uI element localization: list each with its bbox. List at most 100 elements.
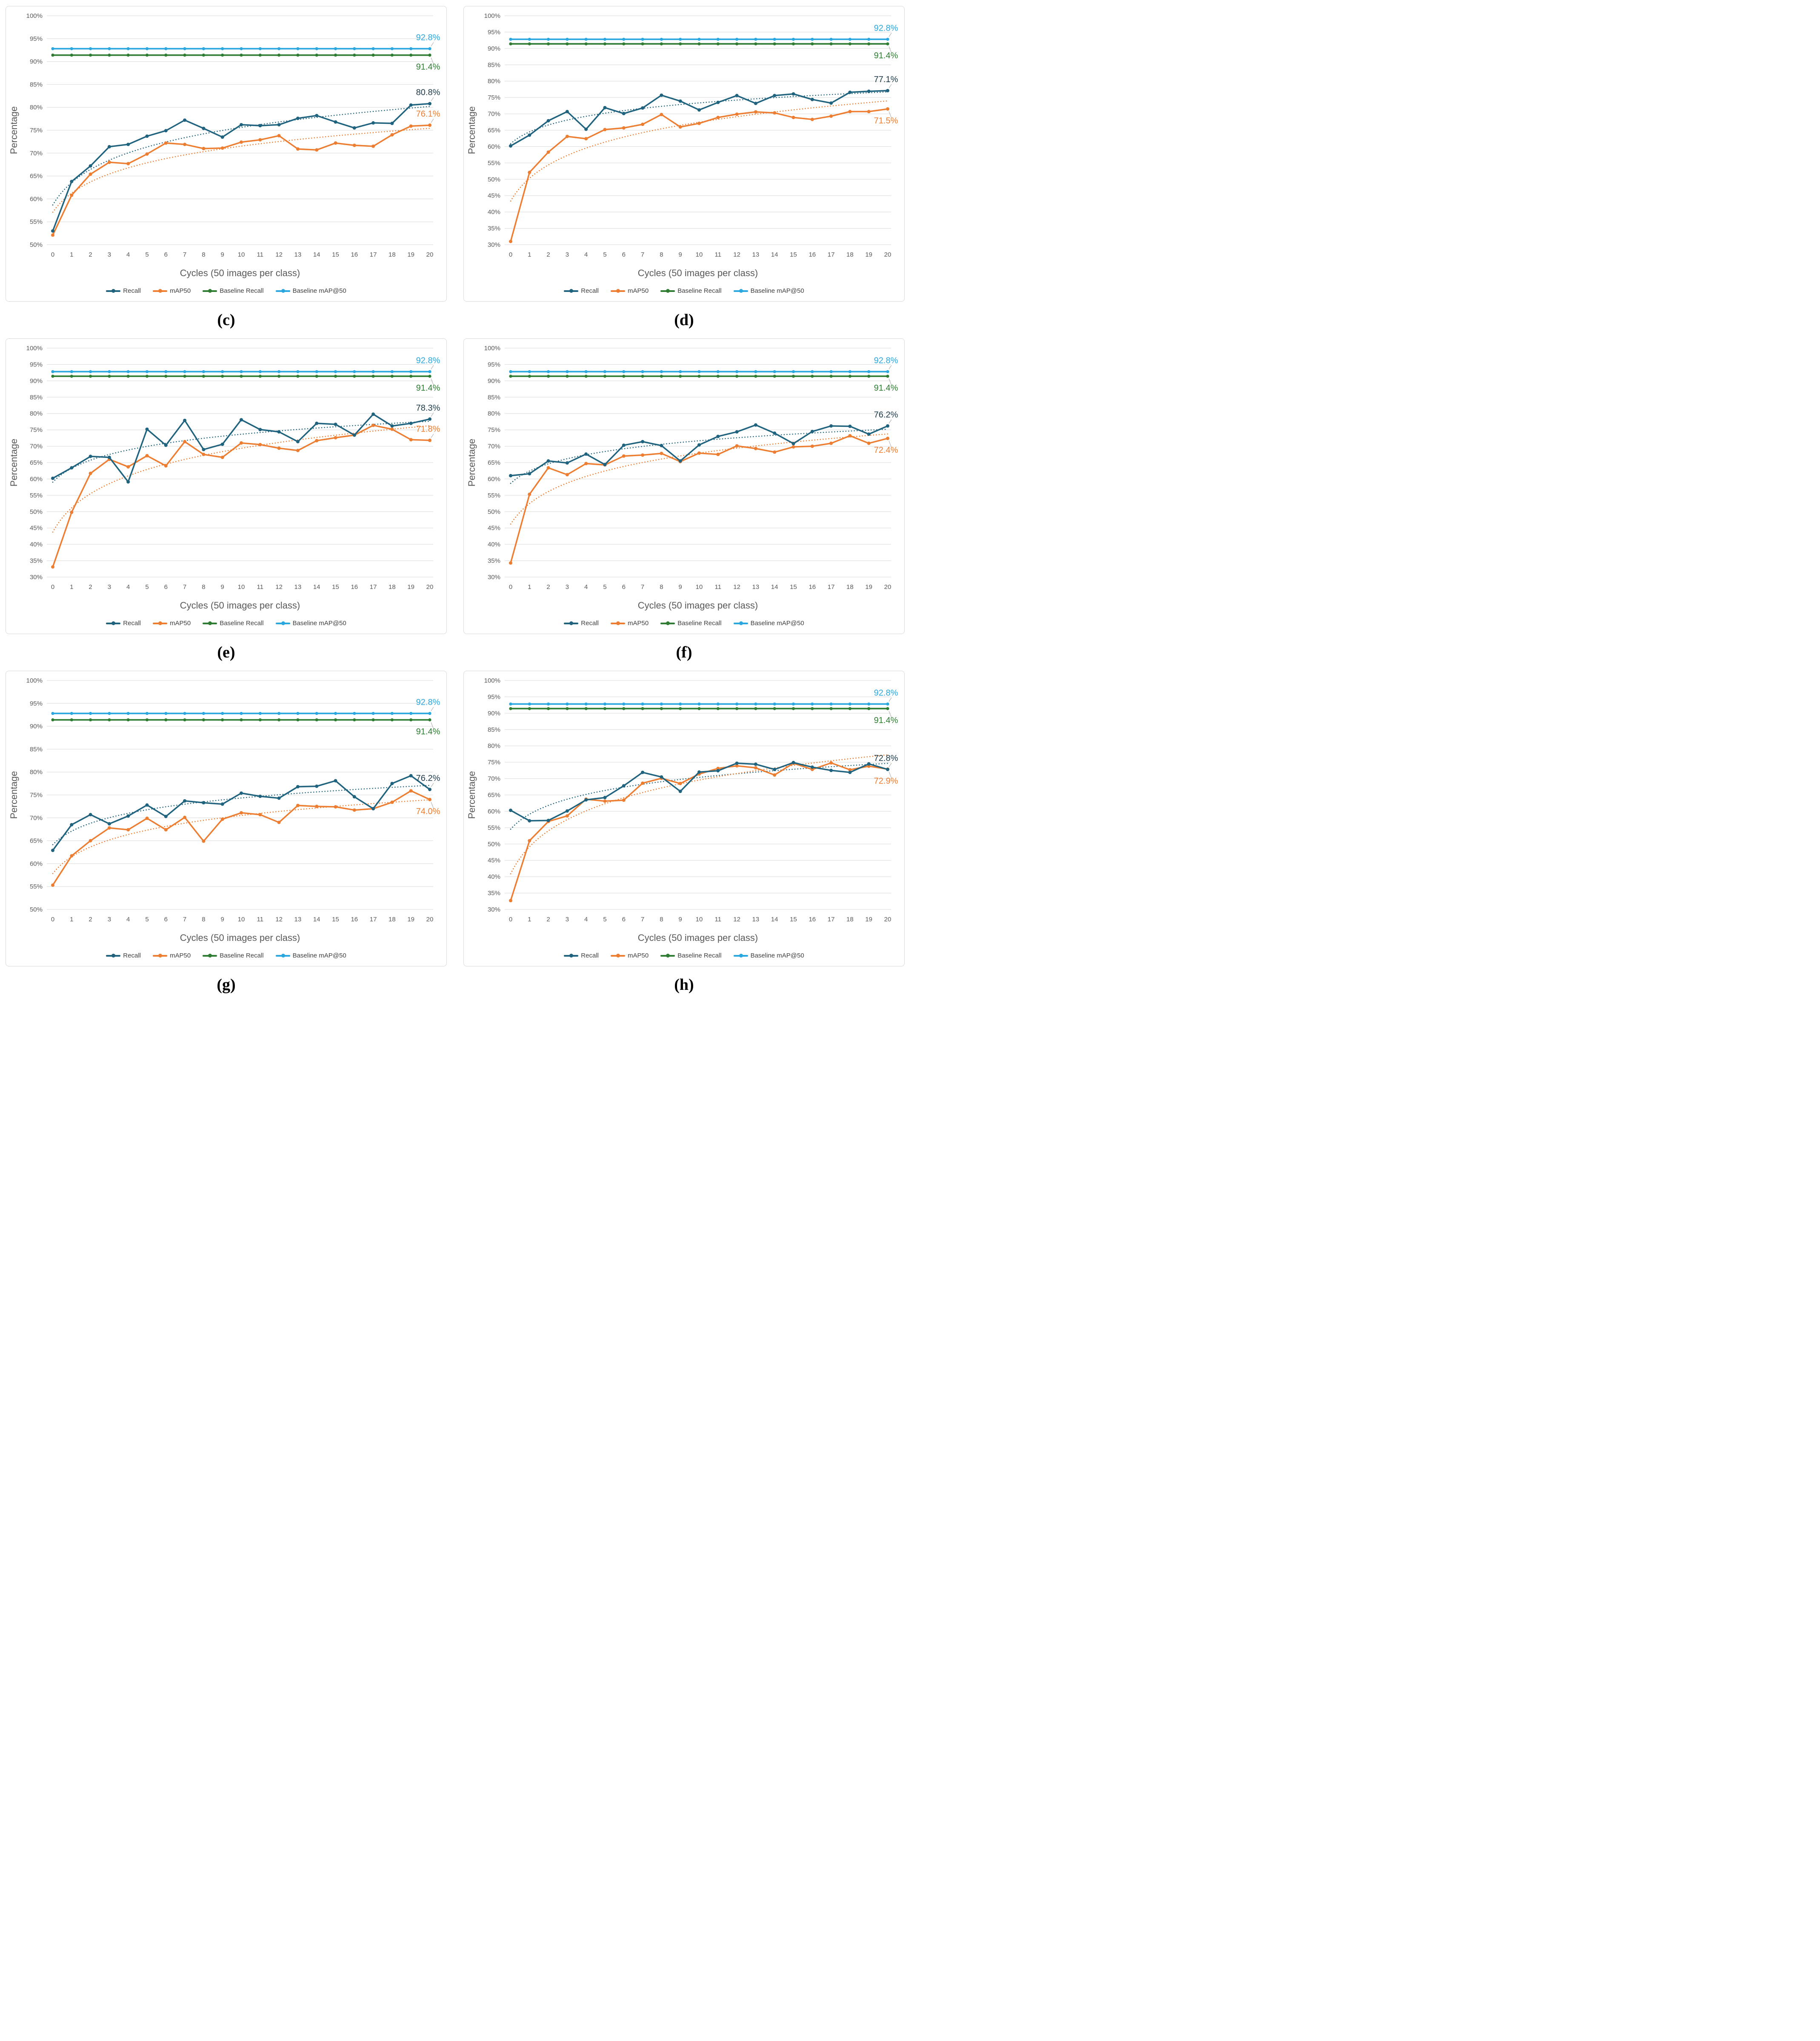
legend-item-recall: Recall bbox=[564, 620, 599, 627]
svg-text:8: 8 bbox=[660, 916, 663, 923]
gridlines bbox=[505, 680, 891, 910]
svg-text:55%: 55% bbox=[30, 218, 43, 226]
svg-text:80%: 80% bbox=[30, 104, 43, 111]
svg-text:92.8%: 92.8% bbox=[416, 356, 440, 365]
svg-text:35%: 35% bbox=[488, 225, 500, 232]
svg-text:90%: 90% bbox=[488, 710, 500, 717]
svg-text:5: 5 bbox=[145, 916, 149, 923]
svg-text:12: 12 bbox=[733, 916, 740, 923]
svg-text:91.4%: 91.4% bbox=[874, 51, 898, 60]
baseline-map50-line bbox=[509, 702, 889, 706]
line-chart-e: 30% 35% 40% 45% 50% 55% 60% 65% 70% 75% 80% 85% 90% 9… bbox=[9, 345, 440, 611]
line-chart-c: 50%55%60%65%70%75%80%85%90%95%100%0 1 2 3 4 5… bbox=[9, 12, 440, 278]
legend: Recall mAP50 Baseline Recall Baseline mA… bbox=[6, 287, 446, 301]
x-axis-title: Cycles (50 images per class) bbox=[180, 268, 300, 278]
baseline-recall-line bbox=[509, 42, 889, 46]
recall-marker-icon bbox=[564, 621, 579, 625]
x-axis-title: Cycles (50 images per class) bbox=[638, 932, 758, 943]
baseline-map50-marker-icon bbox=[275, 289, 290, 293]
svg-text:72.9%: 72.9% bbox=[874, 776, 898, 786]
svg-text:70%: 70% bbox=[30, 815, 43, 822]
y-tick-labels: 30% 35% 40% 45% 50% 55% 60% 65% 70% 75% 80% 85% 90% 9… bbox=[484, 677, 500, 913]
svg-text:8: 8 bbox=[202, 583, 205, 591]
panel-e: 30% 35% 40% 45% 50% 55% 60% 65% 70% 75% 80% 85% 90% 9… bbox=[6, 338, 447, 671]
recall-line bbox=[51, 774, 431, 852]
legend-item-baseline-map50: Baseline mAP@50 bbox=[275, 287, 346, 294]
svg-text:4: 4 bbox=[126, 251, 130, 258]
legend-item-baseline-recall: Baseline Recall bbox=[660, 952, 722, 959]
map50-marker-icon bbox=[610, 289, 625, 293]
svg-text:72.4%: 72.4% bbox=[874, 446, 898, 455]
svg-text:75%: 75% bbox=[488, 759, 500, 766]
legend-item-baseline-recall: Baseline Recall bbox=[660, 620, 722, 627]
map50-trendline bbox=[52, 425, 431, 533]
svg-text:91.4%: 91.4% bbox=[874, 383, 898, 393]
svg-text:1: 1 bbox=[528, 583, 531, 591]
map50-trendline bbox=[52, 799, 431, 874]
svg-text:17: 17 bbox=[828, 583, 835, 591]
svg-text:7: 7 bbox=[641, 251, 644, 258]
svg-text:17: 17 bbox=[828, 916, 835, 923]
svg-text:60%: 60% bbox=[488, 143, 500, 150]
svg-text:85%: 85% bbox=[488, 61, 500, 69]
svg-text:20: 20 bbox=[884, 583, 891, 591]
map50-line bbox=[51, 123, 431, 237]
svg-text:15: 15 bbox=[332, 583, 339, 591]
legend-label: mAP50 bbox=[627, 620, 649, 627]
svg-text:90%: 90% bbox=[488, 45, 500, 52]
map50-line bbox=[509, 107, 889, 243]
gridlines bbox=[47, 15, 433, 245]
panel-f: 30% 35% 40% 45% 50% 55% 60% 65% 70% 75% 80% 85% 90% 9… bbox=[463, 338, 905, 671]
svg-text:12: 12 bbox=[733, 583, 740, 591]
svg-text:70%: 70% bbox=[488, 443, 500, 450]
svg-text:4: 4 bbox=[584, 916, 588, 923]
x-axis-title: Cycles (50 images per class) bbox=[638, 268, 758, 278]
baseline-recall-line bbox=[51, 53, 431, 57]
legend-label: Recall bbox=[581, 952, 599, 959]
y-axis-title: Percentage bbox=[466, 771, 477, 819]
baseline-recall-marker-icon bbox=[203, 289, 217, 293]
svg-text:15: 15 bbox=[790, 916, 797, 923]
svg-text:91.4%: 91.4% bbox=[416, 727, 440, 737]
svg-text:75%: 75% bbox=[30, 426, 43, 434]
legend-item-recall: Recall bbox=[564, 287, 599, 294]
legend: Recall mAP50 Baseline Recall Baseline mA… bbox=[6, 620, 446, 634]
legend-item-map50: mAP50 bbox=[610, 952, 649, 959]
svg-text:3: 3 bbox=[566, 251, 569, 258]
panel-caption-g: (g) bbox=[217, 976, 236, 994]
svg-text:71.8%: 71.8% bbox=[416, 425, 440, 434]
svg-text:90%: 90% bbox=[488, 377, 500, 385]
recall-line bbox=[509, 760, 889, 823]
svg-text:12: 12 bbox=[275, 583, 283, 591]
svg-text:4: 4 bbox=[584, 583, 588, 591]
svg-text:8: 8 bbox=[660, 251, 663, 258]
svg-text:3: 3 bbox=[566, 916, 569, 923]
svg-text:4: 4 bbox=[584, 251, 588, 258]
svg-text:72.8%: 72.8% bbox=[874, 754, 898, 763]
chart-box-f: 30% 35% 40% 45% 50% 55% 60% 65% 70% 75% 80% 85% 90% 9… bbox=[463, 338, 905, 634]
svg-text:100%: 100% bbox=[484, 677, 500, 684]
svg-text:8: 8 bbox=[202, 251, 205, 258]
svg-text:35%: 35% bbox=[30, 557, 43, 565]
svg-text:8: 8 bbox=[660, 583, 663, 591]
legend-item-baseline-map50: Baseline mAP@50 bbox=[275, 620, 346, 627]
svg-text:50%: 50% bbox=[488, 840, 500, 848]
svg-text:92.8%: 92.8% bbox=[874, 23, 898, 33]
svg-text:7: 7 bbox=[183, 916, 186, 923]
svg-text:92.8%: 92.8% bbox=[416, 697, 440, 707]
svg-text:77.1%: 77.1% bbox=[874, 75, 898, 84]
svg-text:80.8%: 80.8% bbox=[416, 88, 440, 97]
svg-text:16: 16 bbox=[809, 916, 816, 923]
svg-text:11: 11 bbox=[715, 251, 722, 258]
svg-text:1: 1 bbox=[70, 583, 73, 591]
svg-text:15: 15 bbox=[332, 251, 339, 258]
x-tick-labels: 0 1 2 3 4 5 6 7 8 9 10 11 12 13 14 15 16 17 18 19 20 bbox=[51, 251, 434, 258]
svg-text:30%: 30% bbox=[30, 574, 43, 581]
svg-text:40%: 40% bbox=[488, 873, 500, 880]
y-axis-title: Percentage bbox=[9, 771, 19, 819]
svg-text:70%: 70% bbox=[488, 775, 500, 783]
legend-label: mAP50 bbox=[627, 952, 649, 959]
svg-text:0: 0 bbox=[51, 251, 54, 258]
svg-text:5: 5 bbox=[145, 251, 149, 258]
legend-label: Baseline mAP@50 bbox=[750, 620, 804, 627]
